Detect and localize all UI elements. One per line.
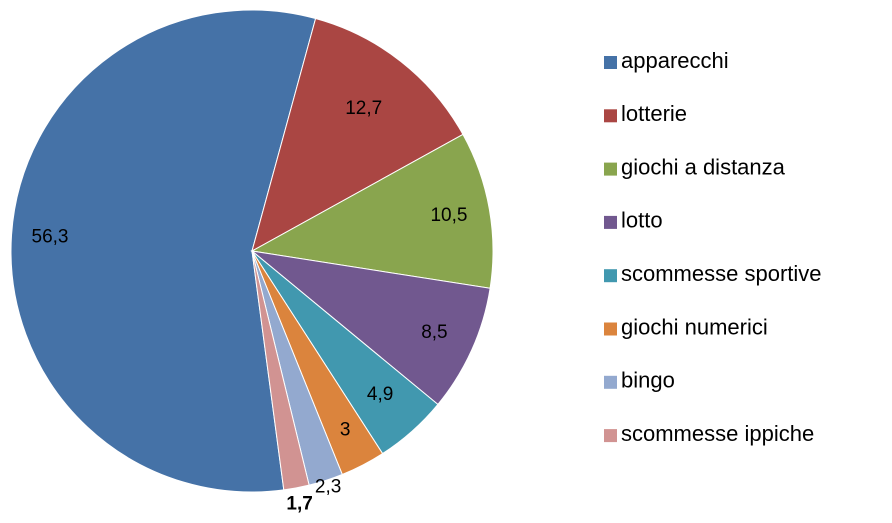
legend-swatch — [604, 215, 617, 229]
legend-label: lotterie — [621, 101, 687, 126]
legend-swatch — [604, 109, 617, 123]
legend-label: giochi numerici — [621, 314, 768, 339]
value-label: 4,9 — [367, 384, 393, 405]
legend-label: giochi a distanza — [621, 154, 786, 179]
pie-slice — [10, 9, 317, 493]
legend-swatch — [604, 56, 617, 69]
legend-swatch — [604, 429, 617, 443]
value-label: 10,5 — [430, 205, 467, 226]
value-label: 1,7 — [286, 493, 312, 514]
legend-label: bingo — [621, 368, 675, 393]
pie-slice — [250, 250, 491, 406]
value-label: 56,3 — [32, 226, 69, 247]
pie-slice — [250, 133, 494, 289]
legend-label: scommesse ippiche — [621, 421, 814, 446]
legend-label: lotto — [621, 208, 663, 233]
legend-swatch — [604, 322, 617, 336]
pie-slice — [251, 17, 464, 253]
value-label: 12,7 — [345, 98, 382, 119]
legend-swatch — [604, 375, 617, 389]
legend-swatch — [604, 269, 617, 283]
value-label: 8,5 — [421, 322, 447, 343]
legend-label: apparecchi — [621, 48, 729, 73]
pie-slice — [251, 250, 310, 491]
value-label: 3 — [340, 420, 351, 441]
value-label: 2,3 — [315, 476, 341, 497]
legend-label: scommesse sportive — [621, 261, 822, 286]
legend-swatch — [604, 162, 617, 176]
